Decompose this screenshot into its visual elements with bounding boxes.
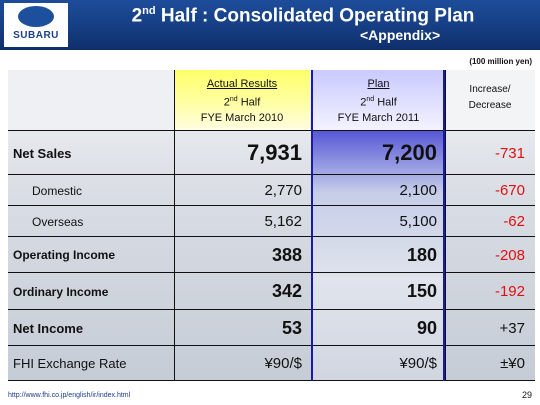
- page-number: 29: [521, 390, 532, 400]
- subaru-logo: SUBARU: [4, 3, 68, 47]
- change-value: ±¥0: [500, 355, 525, 372]
- table-row-overseas: Overseas 5,162 5,100 -62: [8, 205, 535, 237]
- column-header-actual: Actual Results 2nd Half FYE March 2010: [174, 70, 310, 130]
- row-label: FHI Exchange Rate: [13, 356, 127, 371]
- table-row-domestic: Domestic 2,770 2,100 -670: [8, 174, 535, 206]
- plan-value: ¥90/$: [399, 355, 437, 372]
- plan-value: 150: [406, 281, 437, 301]
- actual-value: 7,931: [246, 140, 302, 165]
- actual-value: ¥90/$: [264, 355, 302, 372]
- table-bottom-border: [8, 380, 535, 381]
- change-value: -731: [494, 144, 525, 162]
- plan-value: 180: [406, 244, 437, 265]
- row-label: Net Income: [13, 320, 84, 336]
- actual-value: 5,162: [264, 213, 302, 230]
- table-row-exchange-rate: FHI Exchange Rate ¥90/$ ¥90/$ ±¥0: [8, 345, 535, 381]
- header-label-cell: [8, 70, 174, 130]
- actual-value: 2,770: [264, 182, 302, 199]
- table-row-operating-income: Operating Income 388 180 -208: [8, 236, 535, 273]
- column-divider: [174, 70, 175, 381]
- actual-value: 53: [281, 317, 302, 338]
- table-row-net-income: Net Income 53 90 +37: [8, 309, 535, 346]
- operating-plan-table: Actual Results 2nd Half FYE March 2010 P…: [8, 70, 535, 381]
- actual-value: 388: [271, 244, 302, 265]
- header-bar: SUBARU 2nd Half : Consolidated Operating…: [0, 0, 540, 50]
- row-label: Net Sales: [13, 145, 72, 161]
- plan-value: 5,100: [399, 213, 437, 230]
- logo-text: SUBARU: [13, 30, 59, 41]
- plan-column-shading: [312, 130, 445, 381]
- table-row-net-sales: Net Sales 7,931 7,200 -731: [8, 130, 535, 175]
- column-header-plan: Plan 2nd Half FYE March 2011: [312, 70, 445, 130]
- plan-value: 7,200: [381, 140, 437, 165]
- footer-url-link[interactable]: http://www.fhi.co.jp/english/ir/index.ht…: [8, 392, 131, 399]
- row-label: Overseas: [32, 214, 84, 229]
- row-label: Operating Income: [13, 248, 116, 262]
- page-subtitle: <Appendix>: [360, 27, 441, 43]
- column-divider: [445, 70, 446, 381]
- unit-note: (100 million yen): [469, 57, 532, 66]
- change-value: -62: [503, 213, 525, 230]
- plan-value: 90: [416, 317, 437, 338]
- pleiades-star-icon: [18, 6, 54, 27]
- change-value: -670: [494, 182, 525, 199]
- page-title: 2nd Half : Consolidated Operating Plan: [131, 5, 475, 27]
- row-label: Ordinary Income: [13, 284, 109, 299]
- actual-value: 342: [271, 281, 302, 301]
- plan-value: 2,100: [399, 182, 437, 199]
- change-value: +37: [499, 319, 525, 337]
- table-row-ordinary-income: Ordinary Income 342 150 -192: [8, 272, 535, 310]
- row-label: Domestic: [32, 183, 83, 198]
- column-header-increase-decrease: Increase/ Decrease: [445, 70, 535, 130]
- change-value: -192: [494, 283, 525, 300]
- change-value: -208: [494, 246, 525, 264]
